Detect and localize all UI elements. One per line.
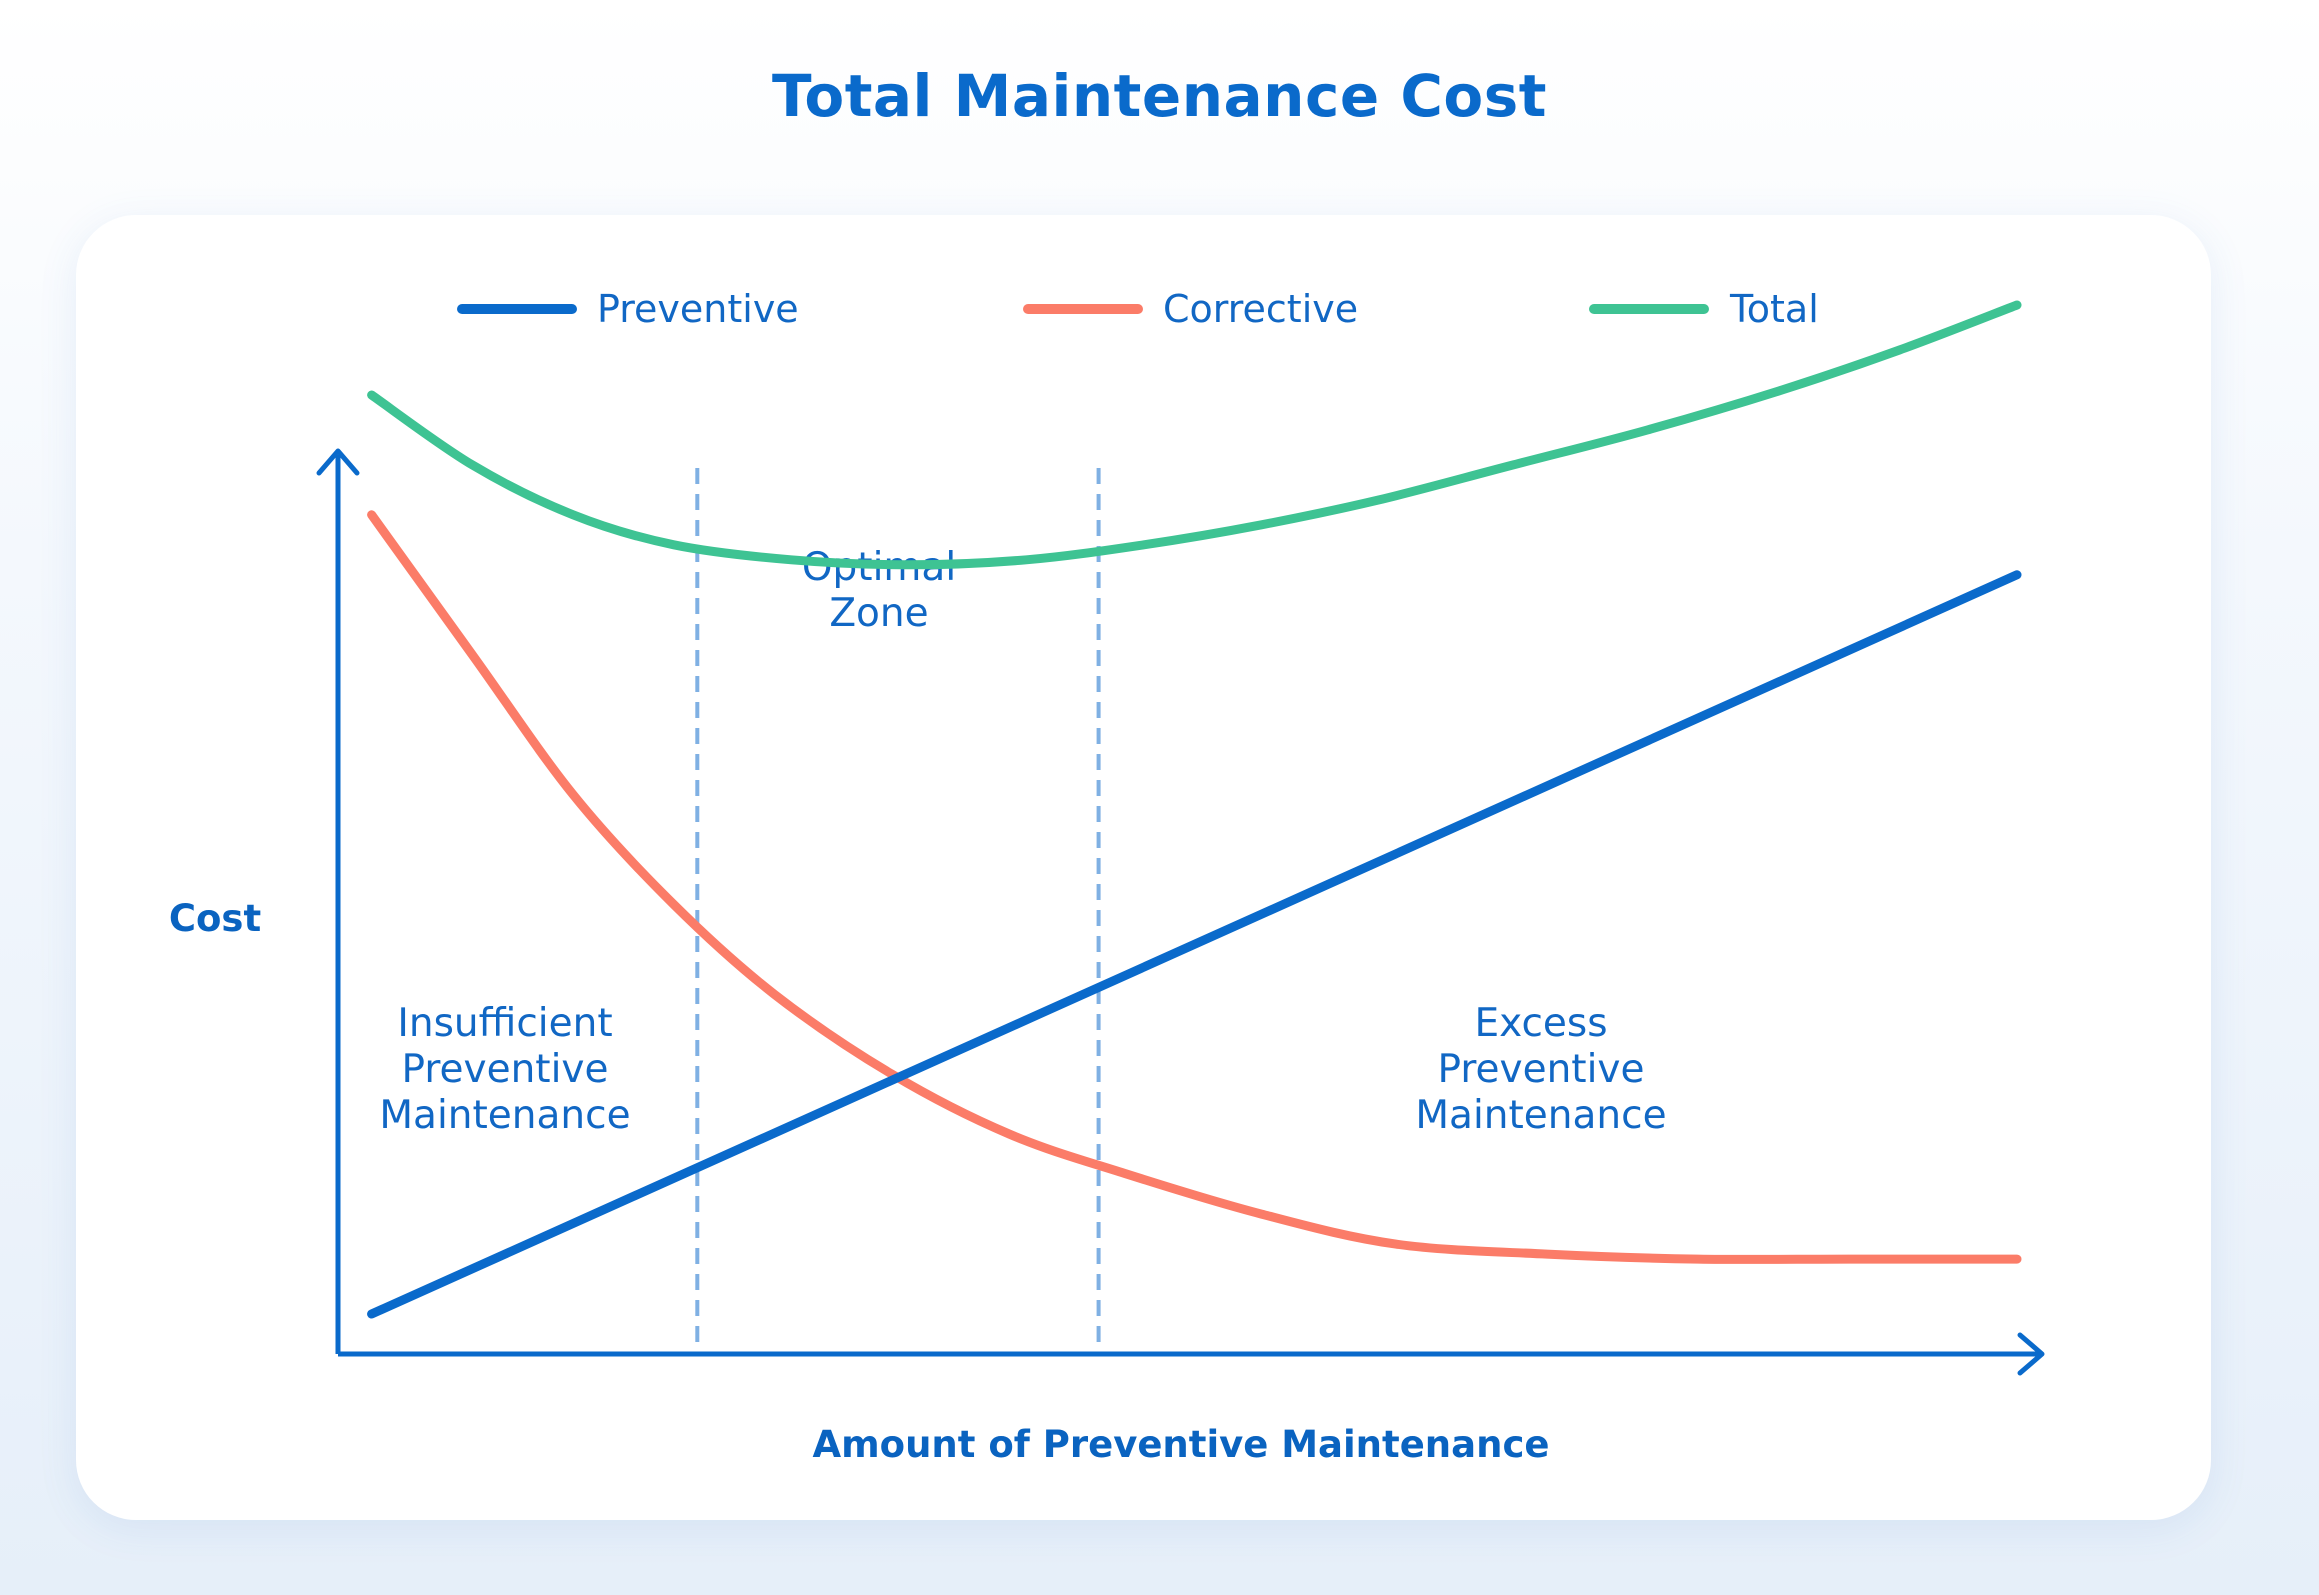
- chart-title: Total Maintenance Cost: [771, 62, 1548, 130]
- series-line-corrective: [367, 510, 2022, 1264]
- legend-label-corrective: Corrective: [1163, 287, 1358, 331]
- axes: [316, 448, 2045, 1376]
- zone-label-3-line-1: Excess: [1474, 1001, 1607, 1046]
- zone-label-1-line-1: Insufficient: [397, 1001, 612, 1046]
- zone-dividers: [695, 468, 1101, 1354]
- series-line-total: [367, 300, 2022, 570]
- zone-label-1-line-2: Preventive: [402, 1047, 609, 1092]
- zone-label-1-line-3: Maintenance: [379, 1093, 630, 1138]
- zone-labels: InsufficientPreventiveMaintenanceOptimal…: [379, 545, 1666, 1138]
- x-axis-arrow: [2017, 1332, 2045, 1376]
- legend: Preventive Corrective Total: [457, 287, 1819, 331]
- zone-label-3-line-2: Preventive: [1438, 1047, 1645, 1092]
- y-axis-label: Cost: [169, 897, 261, 940]
- zone-label-3-line-3: Maintenance: [1415, 1093, 1666, 1138]
- legend-label-total: Total: [1729, 287, 1819, 331]
- zone-label-2-line-2: Zone: [829, 591, 928, 636]
- series-line-preventive: [367, 570, 2022, 1319]
- y-axis-arrow: [316, 448, 360, 476]
- legend-label-preventive: Preventive: [597, 287, 799, 331]
- chart-card: [76, 215, 2211, 1520]
- x-axis-label: Amount of Preventive Maintenance: [812, 1423, 1549, 1466]
- series-lines: [367, 300, 2022, 1319]
